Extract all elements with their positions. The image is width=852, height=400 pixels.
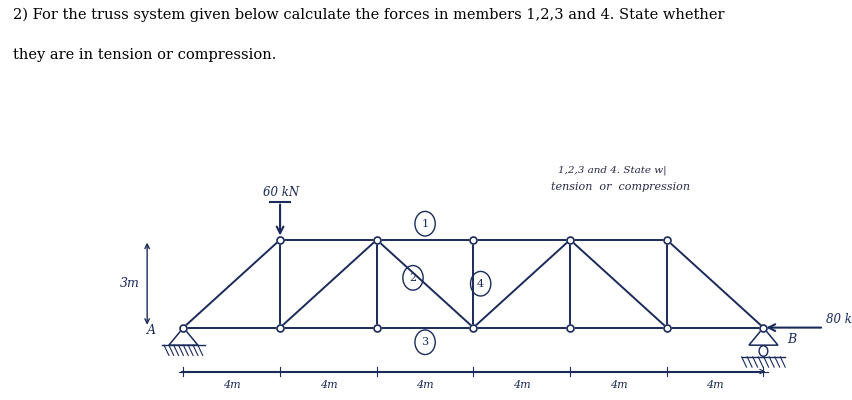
Text: 4m: 4m bbox=[512, 380, 530, 390]
Text: B: B bbox=[786, 333, 796, 346]
Text: 1,2,3 and 4. State w|: 1,2,3 and 4. State w| bbox=[557, 166, 666, 175]
Text: 4m: 4m bbox=[222, 380, 240, 390]
Text: 4: 4 bbox=[476, 279, 484, 289]
Text: 60 kN: 60 kN bbox=[262, 186, 299, 199]
Text: 3m: 3m bbox=[120, 277, 140, 290]
Text: A: A bbox=[147, 324, 156, 337]
Text: 3: 3 bbox=[421, 337, 429, 347]
Text: they are in tension or compression.: they are in tension or compression. bbox=[13, 48, 276, 62]
Text: 1: 1 bbox=[421, 219, 429, 229]
Text: 4m: 4m bbox=[416, 380, 434, 390]
Text: 2: 2 bbox=[409, 273, 416, 283]
Text: 4m: 4m bbox=[609, 380, 626, 390]
Text: 80 kN: 80 kN bbox=[826, 313, 852, 326]
Text: 4m: 4m bbox=[705, 380, 723, 390]
Text: 4m: 4m bbox=[320, 380, 337, 390]
Text: 2) For the truss system given below calculate the forces in members 1,2,3 and 4.: 2) For the truss system given below calc… bbox=[13, 8, 723, 22]
Text: tension  or  compression: tension or compression bbox=[550, 182, 689, 192]
